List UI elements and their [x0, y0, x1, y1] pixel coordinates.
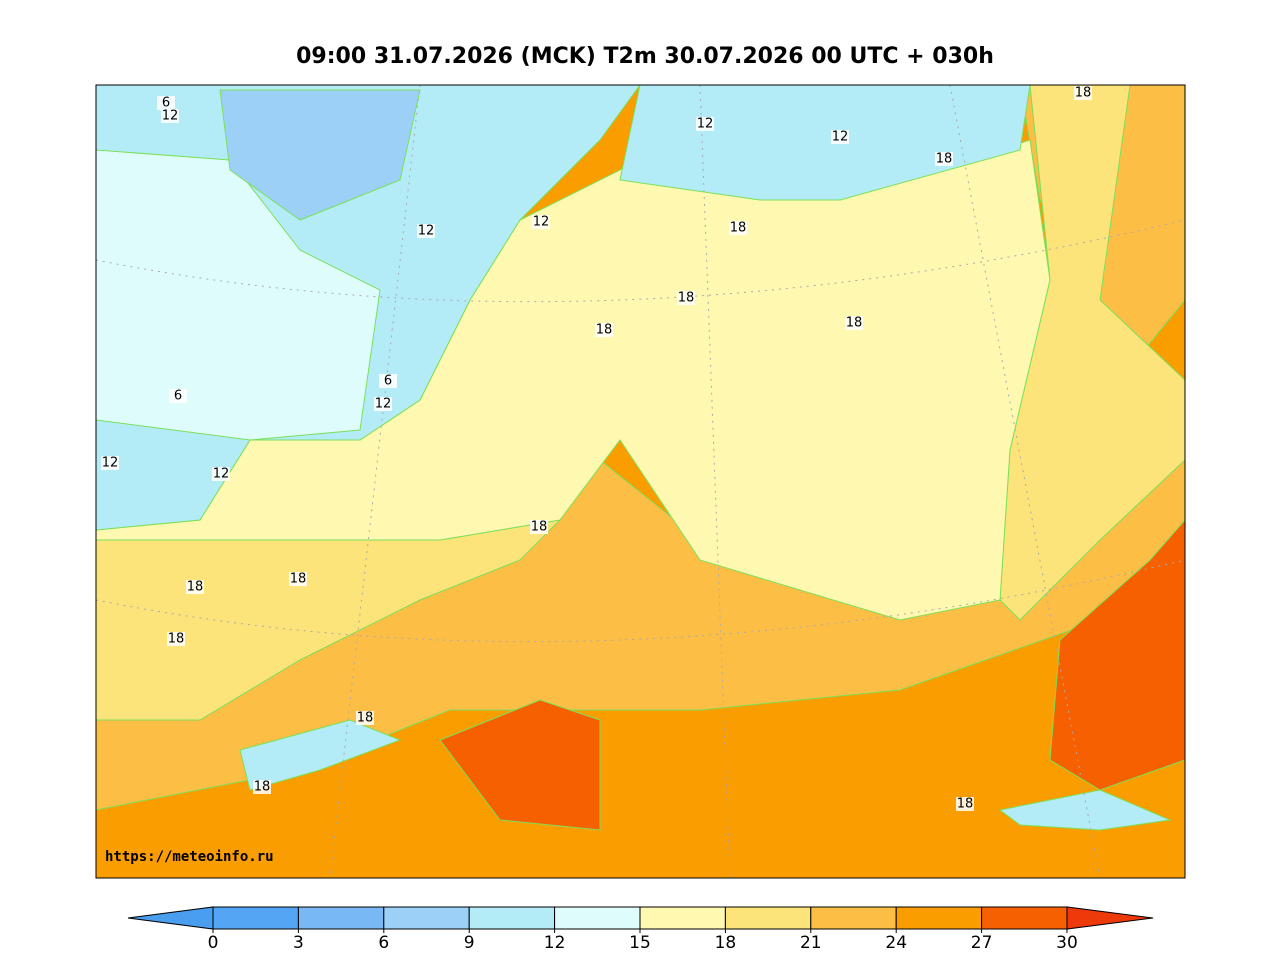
label-bg	[530, 520, 548, 534]
contour-label: 6	[162, 96, 170, 111]
contour-label: 12	[102, 456, 119, 471]
label-bg	[831, 130, 849, 144]
colorbar-tick-label: 0	[208, 933, 219, 953]
label-bg	[356, 711, 374, 725]
contour-label: 6	[174, 389, 182, 404]
label-bg	[101, 456, 119, 470]
label-bg	[212, 467, 230, 481]
colorbar-band	[895, 906, 983, 930]
label-bg	[729, 221, 747, 235]
contour-label: 18	[290, 572, 307, 587]
colorbar-band	[383, 906, 470, 930]
colorbar-tick-label: 27	[971, 933, 993, 953]
contour-label: 12	[832, 130, 849, 145]
contour-label: 18	[254, 780, 271, 795]
region	[439, 699, 601, 831]
colorbar-band	[554, 906, 641, 930]
colorbar-band	[724, 906, 812, 930]
source-url: https://meteoinfo.ru	[105, 849, 274, 865]
region	[998, 789, 1172, 831]
colorbar-tick-label: 3	[293, 933, 304, 953]
colorbar-band	[981, 906, 1068, 930]
label-bg	[186, 580, 204, 594]
map-fill	[96, 85, 1185, 878]
contour-label: 18	[936, 152, 953, 167]
label-bg	[595, 323, 613, 337]
colorbar-band	[297, 906, 385, 930]
label-bg	[1074, 86, 1092, 100]
contour-label: 12	[213, 467, 230, 482]
colorbar-tick-label: 24	[885, 933, 907, 953]
label-bg	[253, 780, 271, 794]
label-bg	[417, 224, 435, 238]
contour-label: 18	[1075, 86, 1092, 101]
region	[1049, 519, 1185, 791]
contour-label: 18	[187, 580, 204, 595]
label-bg	[379, 374, 397, 388]
map-frame	[95, 84, 1186, 879]
colorbar-tick-label: 18	[715, 933, 737, 953]
label-bg	[157, 96, 175, 110]
label-bg	[956, 797, 974, 811]
contour-label: 18	[846, 316, 863, 331]
region	[239, 719, 402, 791]
colorbar-band	[639, 906, 726, 930]
graticule-line	[949, 85, 1101, 878]
colorbar-tick-label: 12	[544, 933, 566, 953]
contour-label: 18	[730, 221, 747, 236]
colorbar-extend-low	[127, 906, 214, 930]
contour-label: 6	[384, 374, 392, 389]
label-bg	[169, 389, 187, 403]
colorbar-band	[468, 906, 556, 930]
contour-label: 12	[418, 224, 435, 239]
colorbar: 0 3 6 9 12 15 18 21 24 27 30	[127, 906, 1154, 953]
contour-label: 18	[957, 797, 974, 812]
contour-label: 12	[375, 397, 392, 412]
contour-label: 12	[162, 109, 179, 124]
contour-label: 18	[531, 520, 548, 535]
region	[219, 89, 421, 221]
label-bg	[677, 291, 695, 305]
colorbar-tick-label: 15	[629, 933, 651, 953]
label-bg	[696, 117, 714, 131]
colorbar-extend-high	[1066, 906, 1154, 930]
colorbar-tick-label: 21	[800, 933, 822, 953]
colorbar-tick-label: 6	[378, 933, 389, 953]
graticule-line	[96, 219, 1185, 303]
contour-label: 18	[357, 711, 374, 726]
region	[619, 85, 1031, 201]
graticule-line	[96, 559, 1185, 643]
label-bg	[289, 572, 307, 586]
graticule-line	[329, 85, 421, 878]
label-bg	[845, 316, 863, 330]
label-bg	[532, 215, 550, 229]
graticule	[96, 85, 1185, 878]
colorbar-tick-label: 9	[464, 933, 475, 953]
colorbar-band	[212, 906, 299, 930]
contour-label: 18	[678, 291, 695, 306]
label-bg	[161, 109, 179, 123]
contour-label: 18	[596, 323, 613, 338]
colorbar-band	[810, 906, 897, 930]
label-bg	[167, 632, 185, 646]
colorbar-tick-label: 30	[1056, 933, 1078, 953]
contour-label: 12	[533, 215, 550, 230]
label-bg	[935, 152, 953, 166]
label-bg	[374, 397, 392, 411]
contour-label: 12	[697, 117, 714, 132]
contour-label: 18	[168, 632, 185, 647]
title: 09:00 31.07.2026 (MCK) T2m 30.07.2026 00…	[296, 44, 994, 69]
